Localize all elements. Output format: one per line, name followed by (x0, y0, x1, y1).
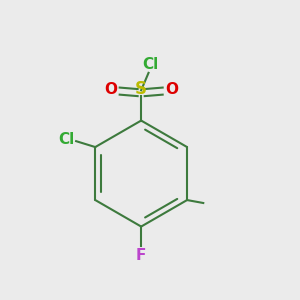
Text: S: S (135, 80, 147, 98)
Text: O: O (104, 82, 117, 97)
Text: F: F (136, 248, 146, 262)
Text: Cl: Cl (142, 56, 158, 71)
Text: Cl: Cl (58, 132, 75, 147)
Text: O: O (165, 82, 178, 97)
